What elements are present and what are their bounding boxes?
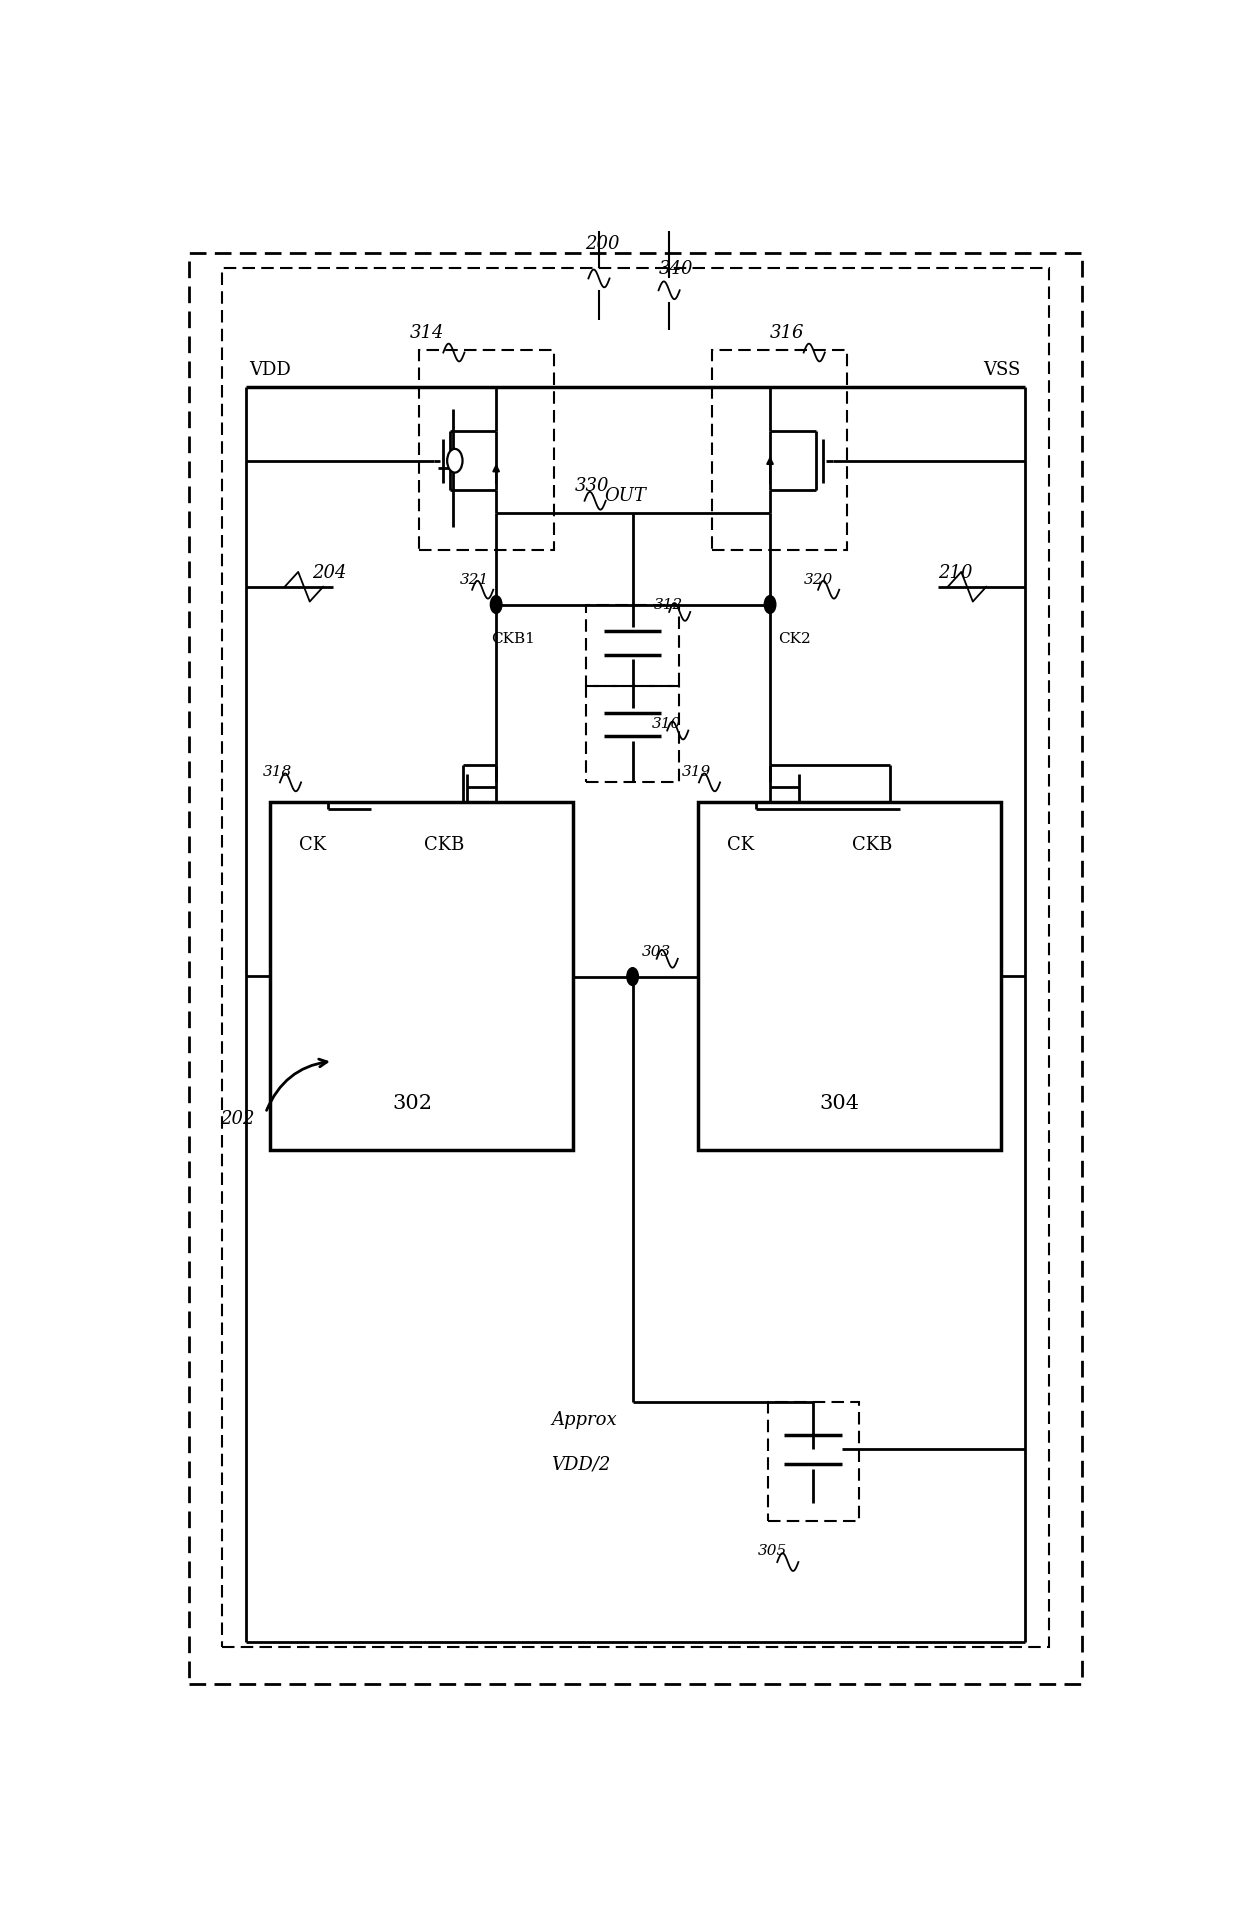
Text: 330: 330 [575, 477, 609, 495]
Text: 210: 210 [939, 564, 972, 581]
Text: CK2: CK2 [777, 631, 811, 647]
Text: 319: 319 [682, 766, 711, 780]
Text: 302: 302 [392, 1093, 432, 1113]
Bar [768, 1401, 859, 1521]
Text: 304: 304 [820, 1093, 859, 1113]
Text: VSS: VSS [983, 362, 1021, 379]
Text: VDD: VDD [249, 362, 291, 379]
Text: VDD/2: VDD/2 [551, 1455, 610, 1473]
Bar [419, 350, 554, 551]
Text: CKB: CKB [852, 835, 892, 853]
Text: CK1: CK1 [324, 832, 356, 847]
Text: CKB2: CKB2 [787, 832, 831, 847]
Bar [587, 685, 678, 782]
Text: OUT: OUT [604, 487, 646, 504]
Text: 310: 310 [652, 716, 681, 730]
Text: 204: 204 [311, 564, 346, 581]
Text: 202: 202 [221, 1109, 255, 1128]
Circle shape [764, 595, 776, 614]
Text: 318: 318 [263, 766, 291, 780]
Bar [270, 801, 573, 1149]
Text: Approx: Approx [551, 1411, 616, 1428]
Circle shape [490, 595, 502, 614]
Text: 321: 321 [460, 574, 489, 587]
Bar [698, 801, 1001, 1149]
Text: 314: 314 [409, 323, 444, 343]
Text: CK: CK [299, 835, 326, 853]
Text: CKB1: CKB1 [491, 631, 536, 647]
Text: 312: 312 [653, 599, 683, 612]
Circle shape [627, 968, 639, 986]
Text: CKB: CKB [424, 835, 465, 853]
Text: 303: 303 [642, 945, 672, 959]
Bar [713, 350, 847, 551]
Text: 200: 200 [585, 235, 620, 254]
Bar [222, 268, 1049, 1646]
Text: 316: 316 [770, 323, 805, 343]
Text: 320: 320 [804, 574, 833, 587]
Text: 340: 340 [658, 260, 693, 279]
Circle shape [448, 449, 463, 474]
Text: 305: 305 [758, 1544, 787, 1557]
Bar [587, 604, 678, 685]
Text: CK: CK [727, 835, 754, 853]
